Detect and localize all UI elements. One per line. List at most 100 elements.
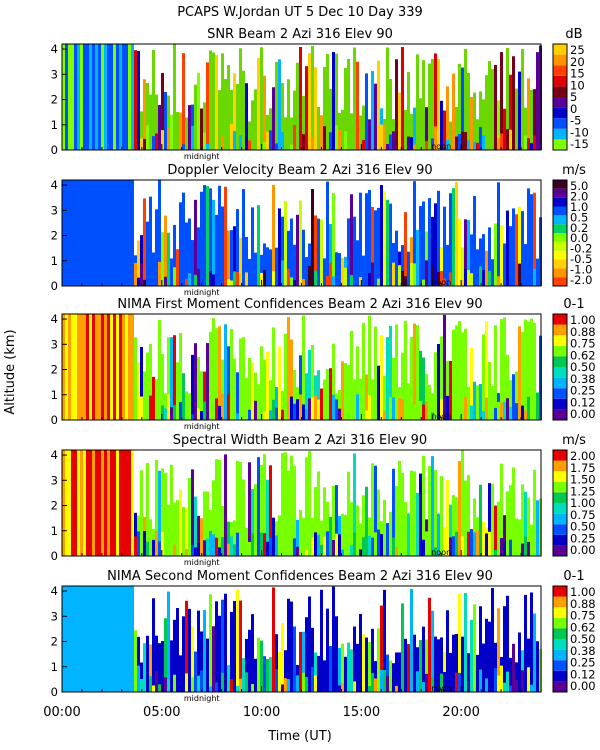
data-strip xyxy=(503,317,506,420)
data-strip-low xyxy=(248,409,251,420)
data-strip xyxy=(245,377,248,420)
panel-5: NIMA Second Moment Confidences Beam 2 Az… xyxy=(51,569,596,703)
data-strip xyxy=(500,319,503,420)
data-strip xyxy=(158,180,161,286)
data-strip-low xyxy=(494,549,497,556)
data-strip xyxy=(359,523,362,556)
data-strip xyxy=(416,492,419,556)
data-strip xyxy=(431,610,434,692)
colorbar-segment xyxy=(553,670,567,682)
data-strip xyxy=(65,44,68,150)
colorbar-label: 0 xyxy=(570,102,577,116)
data-strip xyxy=(290,218,293,286)
data-strip xyxy=(242,658,245,692)
data-strip xyxy=(308,596,311,692)
colorbar-label: 0.88 xyxy=(570,325,596,339)
data-strip xyxy=(167,232,170,286)
colorbar-label: 0.38 xyxy=(570,644,596,658)
data-strip xyxy=(404,638,407,692)
data-strip xyxy=(128,450,131,556)
data-strip xyxy=(338,390,341,420)
data-strip xyxy=(215,214,218,286)
data-strip xyxy=(374,326,377,420)
data-strip-low xyxy=(509,276,512,286)
data-strip xyxy=(314,486,317,556)
data-strip xyxy=(503,606,506,692)
data-strip xyxy=(95,450,98,556)
data-strip xyxy=(524,107,527,150)
data-strip-low xyxy=(332,276,335,286)
data-strip xyxy=(341,643,344,692)
data-strip xyxy=(77,586,80,692)
data-strip xyxy=(518,632,521,692)
data-strip xyxy=(158,470,161,556)
data-strip xyxy=(494,505,497,556)
data-strip-low xyxy=(167,394,170,420)
data-strip xyxy=(434,352,437,420)
data-strip xyxy=(356,346,359,420)
colorbar-label: 0.75 xyxy=(570,609,596,623)
data-strip xyxy=(185,600,188,692)
data-strip xyxy=(80,314,83,420)
data-strip xyxy=(329,516,332,556)
colorbar-label: 2.0 xyxy=(570,189,588,203)
data-strip xyxy=(194,651,197,692)
data-strip xyxy=(275,387,278,420)
colorbar-segment xyxy=(553,250,567,260)
data-strip xyxy=(68,314,71,420)
data-strip-low xyxy=(470,676,473,692)
data-strip xyxy=(161,232,164,286)
data-strip-low xyxy=(179,402,182,420)
data-strip xyxy=(377,628,380,692)
data-strip xyxy=(233,73,236,150)
data-strip-low xyxy=(326,531,329,556)
data-strip-low xyxy=(152,136,155,150)
data-strip xyxy=(296,519,299,556)
data-strip xyxy=(380,185,383,286)
data-strip-low xyxy=(188,273,191,286)
data-strip-low xyxy=(434,684,437,692)
colorbar-segment xyxy=(553,481,567,493)
data-strip-low xyxy=(377,529,380,556)
data-strip xyxy=(449,504,452,556)
data-strip xyxy=(410,588,413,692)
data-strip xyxy=(509,226,512,286)
data-strip xyxy=(245,236,248,286)
data-strip xyxy=(164,472,167,556)
data-strip-low xyxy=(521,543,524,556)
x-axis-label: Time (UT) xyxy=(267,729,332,744)
data-strip-low xyxy=(359,549,362,556)
data-strip-low xyxy=(203,540,206,556)
colorbar-label: -0.5 xyxy=(570,252,592,266)
data-strip-low xyxy=(497,138,500,150)
data-strip xyxy=(293,465,296,556)
data-strip xyxy=(269,249,272,286)
data-strip xyxy=(347,58,350,150)
panel-1: SNR Beam 2 Azi 316 Elev 90 dB 0 1 2 3 4 midnigh… xyxy=(51,27,589,161)
data-strip-low xyxy=(293,280,296,286)
data-strip xyxy=(119,586,122,692)
data-strip-low xyxy=(338,408,341,420)
data-strip xyxy=(248,121,251,150)
data-strip xyxy=(272,87,275,150)
data-strip xyxy=(362,322,365,420)
data-strip xyxy=(236,372,239,420)
colorbar-segment xyxy=(553,86,567,97)
data-strip-low xyxy=(167,679,170,692)
colorbar-label: 1.25 xyxy=(570,484,596,498)
data-strip xyxy=(536,258,539,286)
data-strip xyxy=(149,196,152,286)
data-strip xyxy=(455,181,458,286)
data-strip-low xyxy=(311,537,314,556)
data-strip-low xyxy=(392,537,395,556)
data-strip-low xyxy=(335,125,338,150)
data-strip xyxy=(353,379,356,420)
colorbar-segment xyxy=(553,197,567,207)
data-strip xyxy=(434,53,437,150)
data-strip-low xyxy=(215,537,218,556)
data-strip xyxy=(470,619,473,692)
data-strip xyxy=(242,337,245,420)
data-strip xyxy=(104,586,107,692)
data-strip xyxy=(95,44,98,150)
colorbar-label: 0.50 xyxy=(570,520,596,534)
